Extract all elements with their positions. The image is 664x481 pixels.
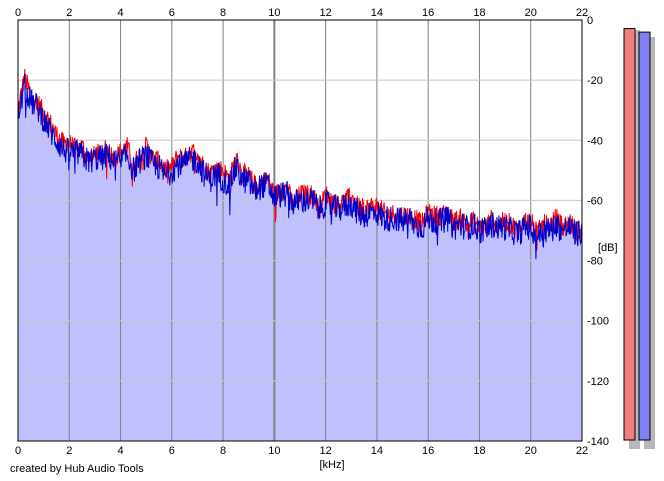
x-axis-label: [kHz] (319, 459, 344, 471)
x-tick-label-bottom: 2 (66, 445, 72, 457)
x-tick-labels-top: 0 2 4 6 8 10 12 14 16 18 20 22 (15, 7, 588, 19)
x-tick-label-bottom: 16 (422, 445, 434, 457)
spectrum-fill-layer (18, 77, 582, 441)
x-tick-label-bottom: 20 (525, 445, 537, 457)
x-tick-label-bottom: 14 (371, 445, 383, 457)
y-tick-labels: 0 -20 -40 -60 -80 -100 -120 -140 (587, 15, 609, 448)
series-lines (17, 68, 583, 260)
x-tick-label-bottom: 12 (320, 445, 332, 457)
x-tick-label-bottom: 8 (220, 445, 226, 457)
y-tick-label: -20 (587, 75, 603, 87)
level-meters (623, 28, 655, 449)
y-tick-label: -60 (587, 195, 603, 207)
x-tick-label-top: 10 (268, 7, 280, 19)
x-tick-label-bottom: 22 (576, 445, 588, 457)
x-tick-label-top: 12 (320, 7, 332, 19)
y-tick-label: 0 (587, 15, 593, 27)
y-tick-label: -140 (587, 436, 609, 448)
x-tick-label-top: 22 (576, 7, 588, 19)
x-tick-label-bottom: 10 (268, 445, 280, 457)
x-tick-label-top: 4 (117, 7, 123, 19)
series-line-blue (17, 73, 583, 260)
x-tick-label-top: 6 (169, 7, 175, 19)
y-tick-label: -80 (587, 256, 603, 268)
x-tick-label-top: 2 (66, 7, 72, 19)
y-tick-label: -120 (587, 376, 609, 388)
x-tick-label-top: 14 (371, 7, 383, 19)
credit-text: created by Hub Audio Tools (10, 463, 144, 475)
x-tick-labels-bottom: 0 2 4 6 8 10 12 14 16 18 20 22 (15, 445, 588, 457)
x-tick-label-top: 0 (15, 7, 21, 19)
y-tick-label: -40 (587, 135, 603, 147)
x-tick-label-top: 18 (473, 7, 485, 19)
y-axis-label: [dB] (598, 242, 618, 254)
x-tick-label-top: 20 (525, 7, 537, 19)
x-tick-label-bottom: 18 (473, 445, 485, 457)
x-tick-label-top: 8 (220, 7, 226, 19)
spectrum-area-fill (18, 77, 582, 441)
plot-border (17, 19, 583, 442)
x-tick-label-top: 16 (422, 7, 434, 19)
level-meter-left (623, 28, 636, 441)
x-tick-label-bottom: 4 (117, 445, 123, 457)
x-tick-label-bottom: 6 (169, 445, 175, 457)
x-tick-label-bottom: 0 (15, 445, 21, 457)
level-meter-right (638, 31, 651, 441)
y-tick-label: -100 (587, 316, 609, 328)
